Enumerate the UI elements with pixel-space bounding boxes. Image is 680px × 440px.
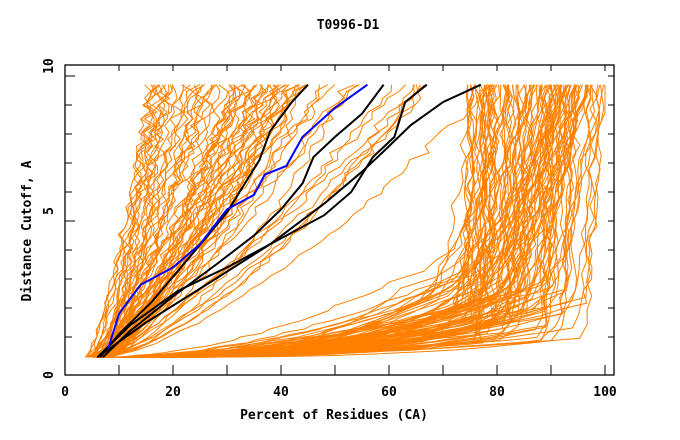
background-model-line: [126, 84, 498, 358]
background-model-line: [95, 84, 264, 358]
x-tick-label: 0: [61, 385, 69, 400]
background-model-line: [107, 84, 217, 358]
background-model-line: [101, 84, 204, 358]
x-axis-label: Percent of Residues (CA): [240, 408, 428, 423]
background-model-line: [97, 84, 476, 358]
background-model-line: [104, 84, 426, 358]
black-model-4-line: [96, 83, 482, 359]
background-model-line: [120, 84, 567, 358]
y-axis-label: Distance Cutoff, A: [20, 160, 35, 301]
background-model-line: [107, 84, 235, 358]
x-tick-label: 100: [593, 385, 617, 400]
background-model-line: [96, 84, 247, 358]
highlighted-model-lines: [96, 83, 482, 359]
background-model-lines: [84, 84, 606, 358]
y-tick-label: 10: [42, 58, 57, 74]
x-tick-label: 40: [273, 385, 289, 400]
plot-frame: [64, 64, 615, 376]
background-model-line: [92, 84, 201, 358]
background-model-line: [94, 84, 174, 358]
chart-title: T0996-D1: [317, 18, 380, 33]
background-model-line: [108, 84, 527, 358]
y-tick-label: 5: [42, 207, 57, 215]
background-model-line: [94, 84, 321, 358]
black-model-3-line: [96, 83, 428, 359]
x-tick-label: 80: [489, 385, 505, 400]
background-model-line: [100, 84, 552, 358]
background-model-line: [85, 84, 163, 358]
y-tick-labels: 0 5 10: [42, 58, 57, 379]
background-model-line: [92, 84, 416, 358]
black-model-1-line: [99, 84, 309, 358]
background-model-line: [97, 84, 407, 358]
background-model-line: [99, 84, 539, 358]
black-model-2-line: [102, 84, 385, 359]
x-tick-label: 20: [165, 385, 181, 400]
background-model-line: [97, 84, 336, 358]
blue-model-line: [107, 83, 368, 349]
background-model-line: [93, 84, 185, 358]
background-model-line: [103, 84, 549, 358]
x-tick-label: 60: [381, 385, 397, 400]
background-model-line: [90, 84, 191, 358]
background-model-line: [99, 84, 241, 358]
background-model-line: [90, 84, 178, 358]
x-tick-labels: 0 20 40 60 80 100: [61, 385, 617, 400]
background-model-line: [106, 84, 252, 358]
background-model-line: [128, 84, 513, 358]
background-model-line: [108, 84, 272, 358]
background-model-line: [109, 84, 493, 358]
background-model-line: [93, 84, 419, 358]
axis-ticks: [65, 65, 614, 375]
background-model-line: [96, 84, 415, 358]
background-model-line: [97, 84, 422, 358]
y-tick-label: 0: [42, 371, 57, 379]
background-model-line: [96, 84, 160, 358]
background-model-line: [99, 84, 493, 358]
